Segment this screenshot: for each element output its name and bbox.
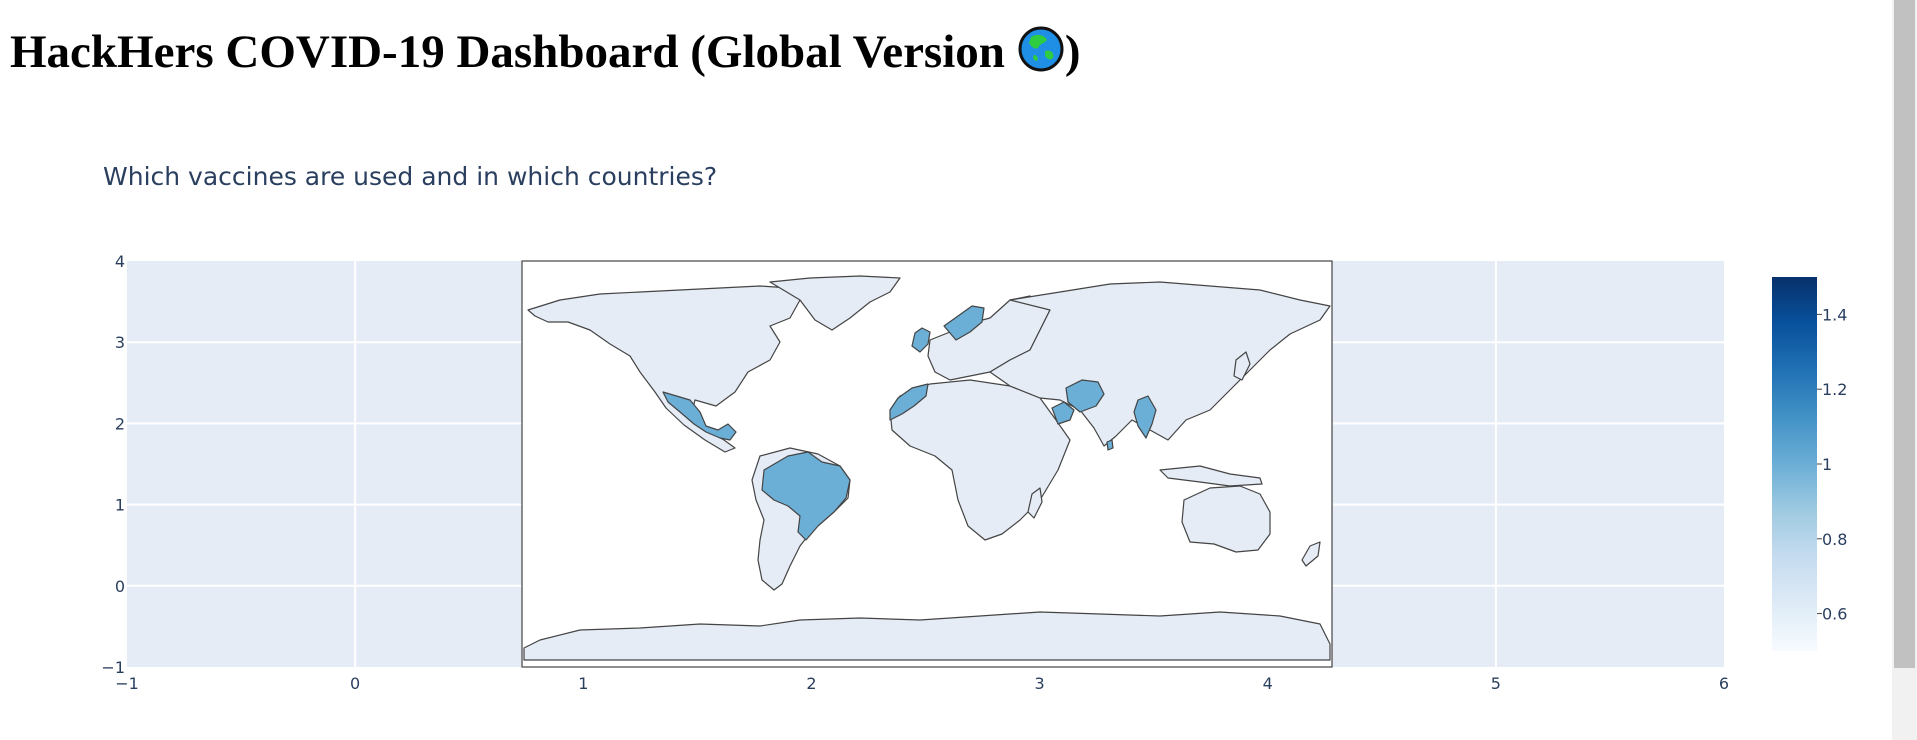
x-tick-label: 5 xyxy=(1491,674,1501,693)
colorbar: 1.4 1.2 1 0.8 0.6 xyxy=(1772,277,1847,651)
x-tick-label: 4 xyxy=(1263,674,1273,693)
x-tick-label: 2 xyxy=(806,674,816,693)
x-tick-label: 3 xyxy=(1034,674,1044,693)
y-axis: 4 3 2 1 0 −1 xyxy=(101,252,125,677)
map-sri-lanka[interactable] xyxy=(1106,439,1114,451)
map-madagascar[interactable] xyxy=(1027,487,1043,519)
map-australia[interactable] xyxy=(1181,485,1271,553)
page-title-text: HackHers COVID-19 Dashboard (Global Vers… xyxy=(10,26,1005,78)
x-tick-label: 0 xyxy=(350,674,360,693)
x-tick-label: −1 xyxy=(115,674,139,693)
y-tick-label: 3 xyxy=(115,333,125,352)
map-sweden[interactable] xyxy=(943,305,985,341)
colorbar-ticks: 1.4 1.2 1 0.8 0.6 xyxy=(1817,305,1847,624)
map-united-kingdom[interactable] xyxy=(911,327,931,353)
map-indonesia[interactable] xyxy=(1159,465,1263,487)
map-myanmar[interactable] xyxy=(1133,395,1157,439)
map-morocco[interactable] xyxy=(889,383,929,421)
world-map[interactable] xyxy=(521,260,1333,668)
colorbar-tick-label: 1.4 xyxy=(1822,305,1847,324)
map-new-zealand[interactable] xyxy=(1301,541,1321,567)
colorbar-gradient xyxy=(1772,277,1817,651)
map-pakistan[interactable] xyxy=(1065,379,1105,413)
map-oman[interactable] xyxy=(1051,401,1075,425)
page-title: HackHers COVID-19 Dashboard (Global Vers… xyxy=(10,22,1081,88)
page-title-end: ) xyxy=(1064,26,1081,78)
chart-title: Which vaccines are used and in which cou… xyxy=(103,162,718,191)
x-axis: −1 0 1 2 3 4 5 6 xyxy=(115,674,1729,693)
y-tick-label: 2 xyxy=(115,414,125,433)
map-brazil[interactable] xyxy=(761,451,851,541)
y-tick-label: −1 xyxy=(101,658,125,677)
globe-asia-icon xyxy=(1017,25,1065,88)
y-tick-label: 4 xyxy=(115,252,125,271)
scrollbar-thumb[interactable] xyxy=(1894,0,1915,668)
map-antarctica[interactable] xyxy=(523,611,1331,661)
colorbar-tick-label: 1.2 xyxy=(1822,380,1847,399)
y-tick-label: 0 xyxy=(115,577,125,596)
colorbar-tick-label: 0.6 xyxy=(1822,605,1847,624)
x-tick-label: 1 xyxy=(578,674,588,693)
y-tick-label: 1 xyxy=(115,496,125,515)
map-japan[interactable] xyxy=(1233,351,1251,381)
map-greenland[interactable] xyxy=(769,275,901,331)
colorbar-tick-label: 0.8 xyxy=(1822,530,1847,549)
map-mexico[interactable] xyxy=(662,391,737,441)
colorbar-tick-label: 1 xyxy=(1822,455,1832,474)
x-tick-label: 6 xyxy=(1719,674,1729,693)
